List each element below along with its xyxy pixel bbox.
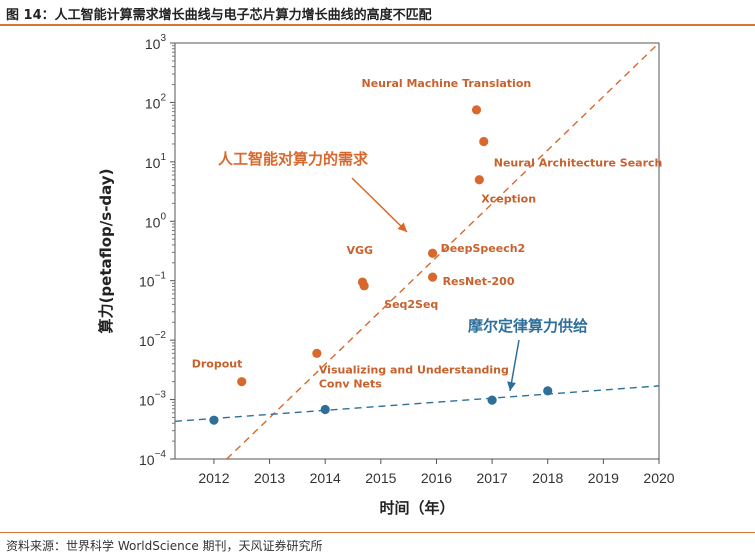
plot-frame [174, 42, 660, 460]
demand-point [471, 105, 482, 115]
chart-axes: 2012 2013 2014 2015 2016 2017 2018 2019 2020 10−4… [97, 33, 675, 517]
source-rule [0, 532, 755, 533]
point-label: ResNet-200 [443, 275, 515, 288]
figure-title: 图 14：人工智能计算需求增长曲线与电子芯片算力增长曲线的高度不匹配 [6, 8, 432, 23]
demand-point [479, 136, 489, 147]
demand-trend-line [226, 43, 659, 459]
point-label: Xception [481, 193, 536, 206]
x-tick-label: 2012 [198, 470, 229, 486]
point-label: Seq2Seq [384, 298, 438, 311]
y-tick-label: 10−4 [139, 449, 166, 468]
y-tick-label: 10−1 [139, 271, 166, 290]
supply-point [487, 395, 497, 405]
point-label: VGG [346, 244, 373, 257]
point-label: Neural Machine Translation [362, 77, 532, 90]
supply-trend-line [175, 385, 659, 423]
demand-point [312, 348, 322, 358]
x-tick-label: 2015 [365, 470, 396, 486]
x-axis-label: 时间（年） [379, 499, 454, 517]
demand-arrow [351, 177, 408, 233]
point-label: Neural Architecture Search [494, 157, 663, 170]
supply-point [543, 386, 553, 396]
demand-point [427, 272, 438, 282]
x-tick-label: 2013 [254, 470, 285, 486]
supply-arrow [507, 339, 520, 392]
demand-point [237, 377, 247, 387]
x-tick-label: 2017 [477, 470, 508, 486]
data-points [209, 105, 553, 425]
y-tick-label: 100 [145, 211, 167, 230]
x-tick-label: 2018 [532, 470, 563, 486]
x-tick-label: 2019 [588, 470, 619, 486]
x-tick-label: 2016 [421, 470, 452, 486]
y-axis-label: 算力(petaflop/s-day) [97, 169, 115, 334]
y-tick-label: 101 [145, 152, 167, 171]
point-label: DeepSpeech2 [441, 242, 526, 255]
y-tick-label: 10−2 [139, 330, 166, 349]
trend-lines [175, 43, 659, 459]
x-tick-label: 2014 [310, 470, 341, 486]
supply-point [209, 415, 219, 425]
title-rule [0, 24, 755, 26]
y-tick-label: 102 [145, 92, 167, 111]
source-note: 资料来源：世界科学 WorldScience 期刊，天风证券研究所 [6, 539, 323, 553]
demand-point [359, 281, 369, 291]
y-tick-label: 103 [145, 33, 167, 52]
chart: 2012 2013 2014 2015 2016 2017 2018 2019 2020 10−4… [97, 33, 675, 517]
x-tick-label: 2020 [643, 470, 674, 486]
data-labels: Dropout Visualizing and Understanding Conv… [192, 77, 663, 390]
y-tick-label: 10−3 [139, 390, 166, 409]
demand-point [427, 248, 438, 258]
point-label: Visualizing and Understanding Conv Nets [319, 363, 509, 390]
supply-annotation: 摩尔定律算力供给 [468, 317, 588, 335]
demand-point [474, 175, 484, 185]
demand-annotation: 人工智能对算力的需求 [218, 150, 369, 168]
point-label: Dropout [192, 358, 243, 371]
supply-point [320, 404, 330, 415]
